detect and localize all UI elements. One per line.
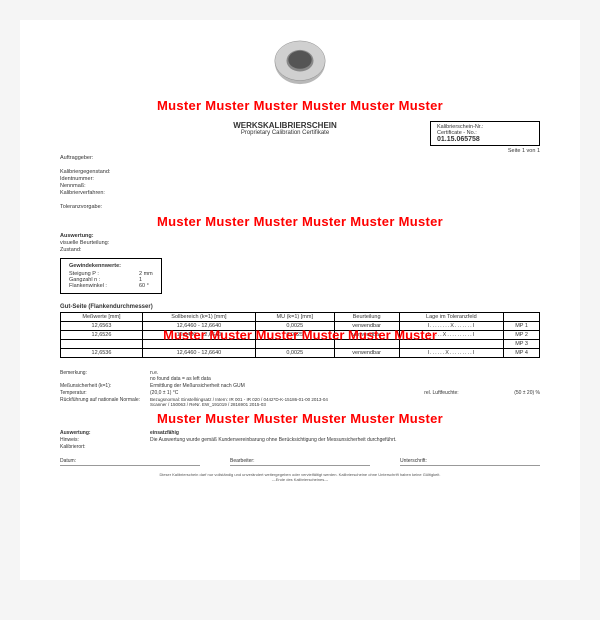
header: WERKSKALIBRIERSCHEIN Proprietary Calibra… bbox=[60, 121, 540, 154]
fine-print: Dieser Kalibrierschein darf nur vollstän… bbox=[60, 472, 540, 482]
cert-number-box: Kalibrierschein-Nr.: Certificate - No.: … bbox=[430, 121, 540, 146]
field-kalibriergegenstand: Kalibriergegenstand: bbox=[60, 169, 150, 175]
ring-gauge-image bbox=[255, 35, 345, 90]
result-value: einsatzfähig bbox=[150, 430, 540, 436]
doc-subtitle: Proprietary Calibration Certifikate bbox=[140, 130, 430, 136]
certificate-page: Muster Muster Muster Muster Muster Muste… bbox=[20, 20, 580, 580]
watermark-1: Muster Muster Muster Muster Muster Muste… bbox=[60, 98, 540, 113]
thread-params-box: Gewindekennwerte: Steigung P :2 mmGangza… bbox=[60, 258, 162, 294]
gut-seite-label: Gut-Seite (Flankendurchmesser) bbox=[60, 304, 540, 310]
measurement-table-wrap: Meßwerte [mm]Sollbereich (k=1) [mm]MU (k… bbox=[60, 312, 540, 358]
field-kalibrierverfahren: Kalibrierverfahren: bbox=[60, 190, 150, 196]
watermark-4: Muster Muster Muster Muster Muster Muste… bbox=[60, 411, 540, 426]
field-zustand: Zustand: bbox=[60, 247, 150, 253]
cert-number: 01.15.065758 bbox=[437, 136, 533, 143]
field-visuelle: visuelle Beurteilung: bbox=[60, 240, 150, 246]
field-auftraggeber: Auftraggeber: bbox=[60, 155, 150, 161]
watermark-2: Muster Muster Muster Muster Muster Muste… bbox=[60, 214, 540, 229]
doc-title: WERKSKALIBRIERSCHEIN bbox=[140, 121, 430, 130]
measurement-table: Meßwerte [mm]Sollbereich (k=1) [mm]MU (k… bbox=[60, 312, 540, 358]
field-toleranzvorgabe: Toleranzvorgabe: bbox=[60, 204, 150, 210]
field-identnummer: Identnummer: bbox=[60, 176, 150, 182]
page-number: Seite 1 von 1 bbox=[430, 148, 540, 154]
field-nennmass: Nennmaß: bbox=[60, 183, 150, 189]
field-auswertung: Auswertung: bbox=[60, 233, 150, 239]
footer-section: Bemerkung:n.e. no found data = as left d… bbox=[60, 370, 540, 482]
signature-row: Datum: Bearbeiter: Unterschrift: bbox=[60, 458, 540, 466]
